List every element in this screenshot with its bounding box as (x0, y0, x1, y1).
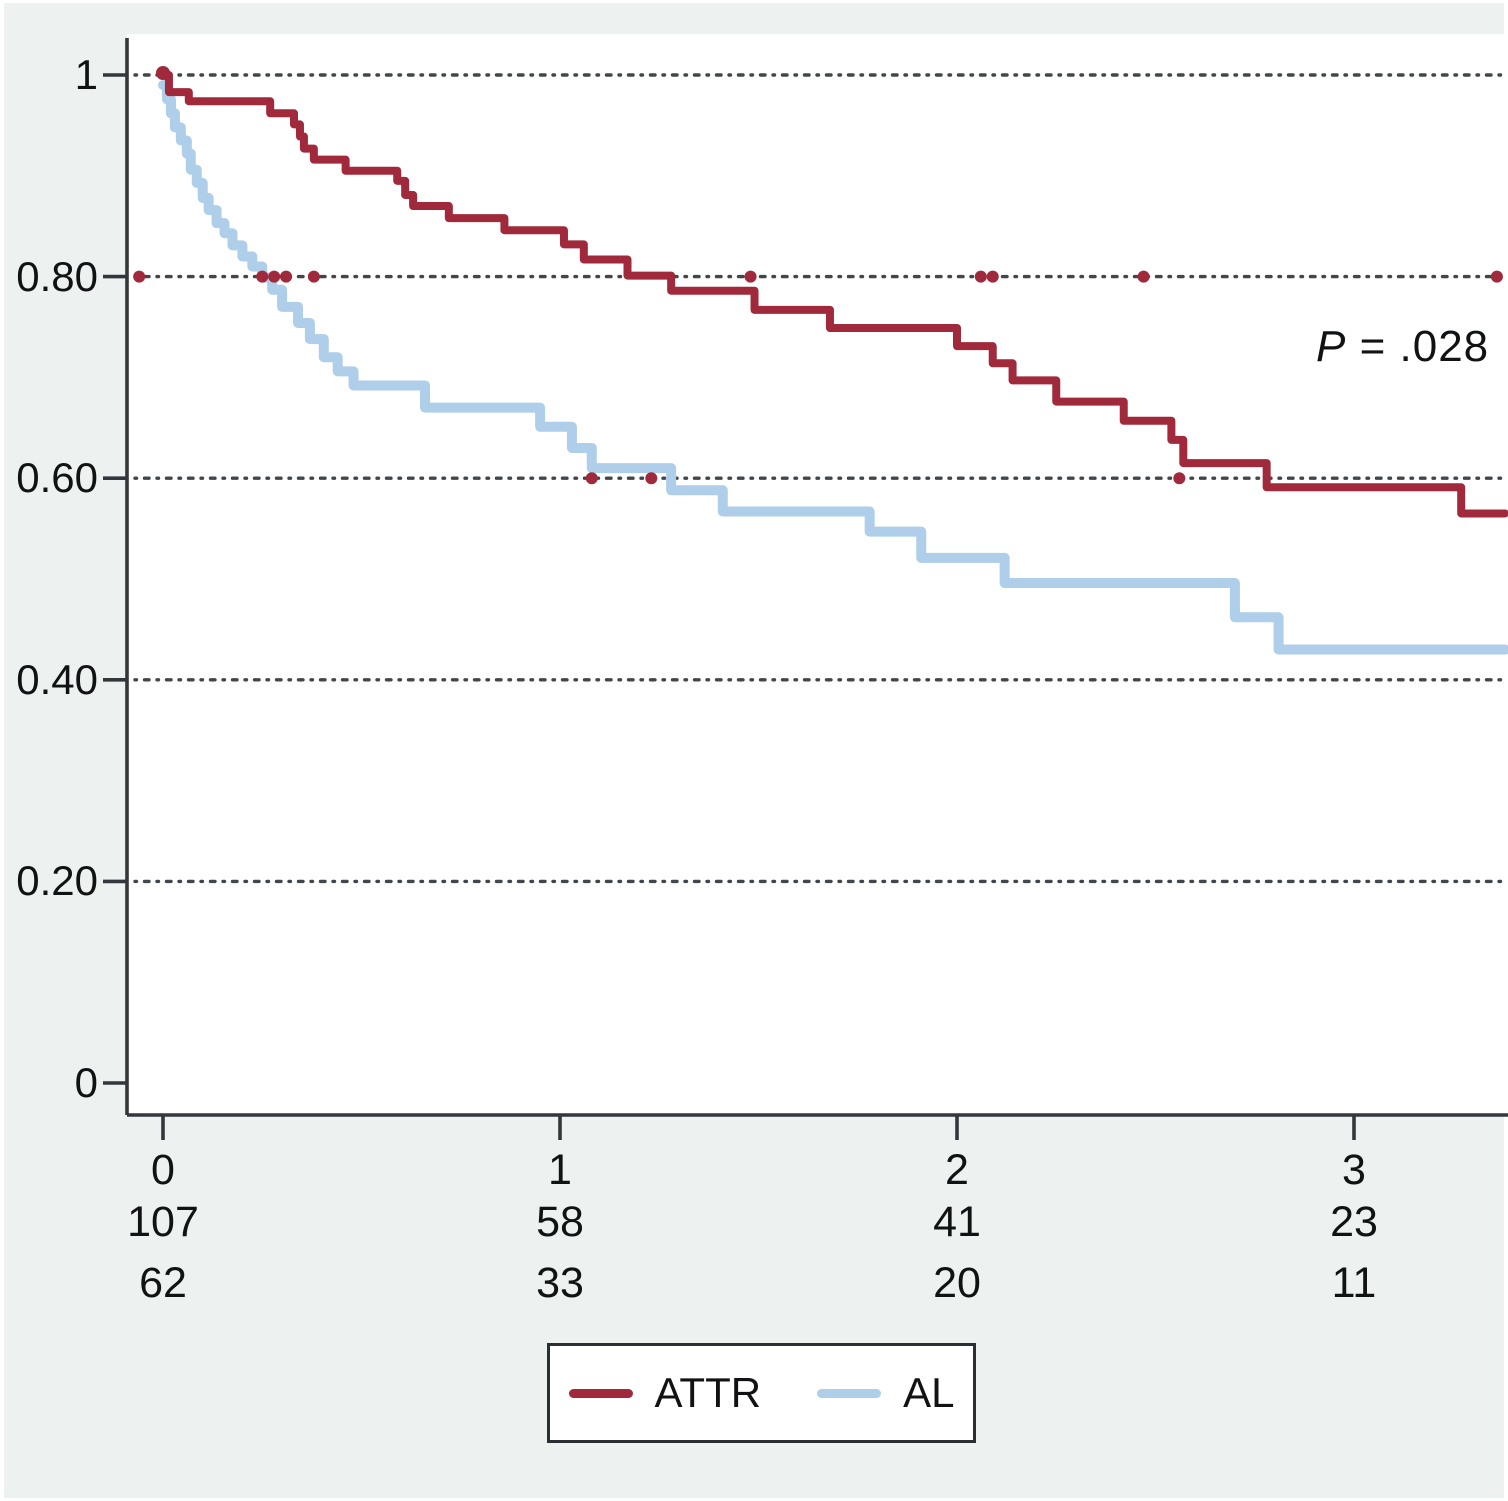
at-risk-count-attr: 23 (1330, 1198, 1378, 1246)
censor-dot (1137, 270, 1150, 283)
at-risk-count-attr: 107 (127, 1198, 199, 1246)
x-tick-label: 1 (548, 1146, 572, 1194)
y-tick-label: 0.20 (16, 857, 98, 905)
al-line-swatch (817, 1388, 882, 1398)
censor-dot (585, 472, 598, 485)
censor-dot (307, 270, 320, 283)
censor-dot (1173, 472, 1186, 485)
legend-item-al: AL (817, 1369, 954, 1417)
censor-dot (645, 472, 658, 485)
attr-line-swatch (568, 1388, 633, 1398)
p-value-symbol: P (1316, 322, 1347, 371)
x-tick-label: 3 (1342, 1146, 1366, 1194)
p-value-text: = .028 (1346, 322, 1490, 371)
at-risk-count-al: 33 (536, 1259, 584, 1307)
censor-dot (268, 270, 281, 283)
p-value-annotation: P = .028 (1316, 322, 1506, 372)
at-risk-count-attr: 41 (933, 1198, 981, 1246)
censor-dot (256, 270, 269, 283)
at-risk-count-al: 11 (1331, 1259, 1377, 1307)
at-risk-count-al: 20 (933, 1259, 981, 1307)
censor-dot (1490, 270, 1503, 283)
legend-label-al: AL (903, 1369, 955, 1416)
y-tick-label: 0.60 (16, 454, 98, 502)
legend-item-attr: ATTR (568, 1369, 762, 1417)
x-tick-label: 0 (151, 1146, 175, 1194)
y-tick-label: 0.40 (16, 655, 98, 703)
legend-box: ATTR AL (547, 1343, 976, 1443)
y-tick-label: 0 (74, 1059, 98, 1106)
at-risk-count-attr: 58 (536, 1198, 584, 1246)
y-tick-label: 1 (74, 51, 98, 98)
censor-dot (986, 270, 999, 283)
censor-dot (133, 270, 146, 283)
at-risk-count-al: 62 (139, 1259, 187, 1307)
censor-dot (280, 270, 293, 283)
plot-area (127, 34, 1508, 1115)
x-tick-label: 2 (945, 1146, 969, 1194)
survival-curve-al (158, 80, 1508, 655)
legend-label-attr: ATTR (654, 1369, 762, 1416)
censor-dot (974, 270, 987, 283)
y-tick-label: 0.80 (16, 252, 98, 300)
survival-curve-attr (159, 71, 1508, 518)
attr-start-marker (156, 66, 170, 80)
censor-dot (744, 270, 757, 283)
